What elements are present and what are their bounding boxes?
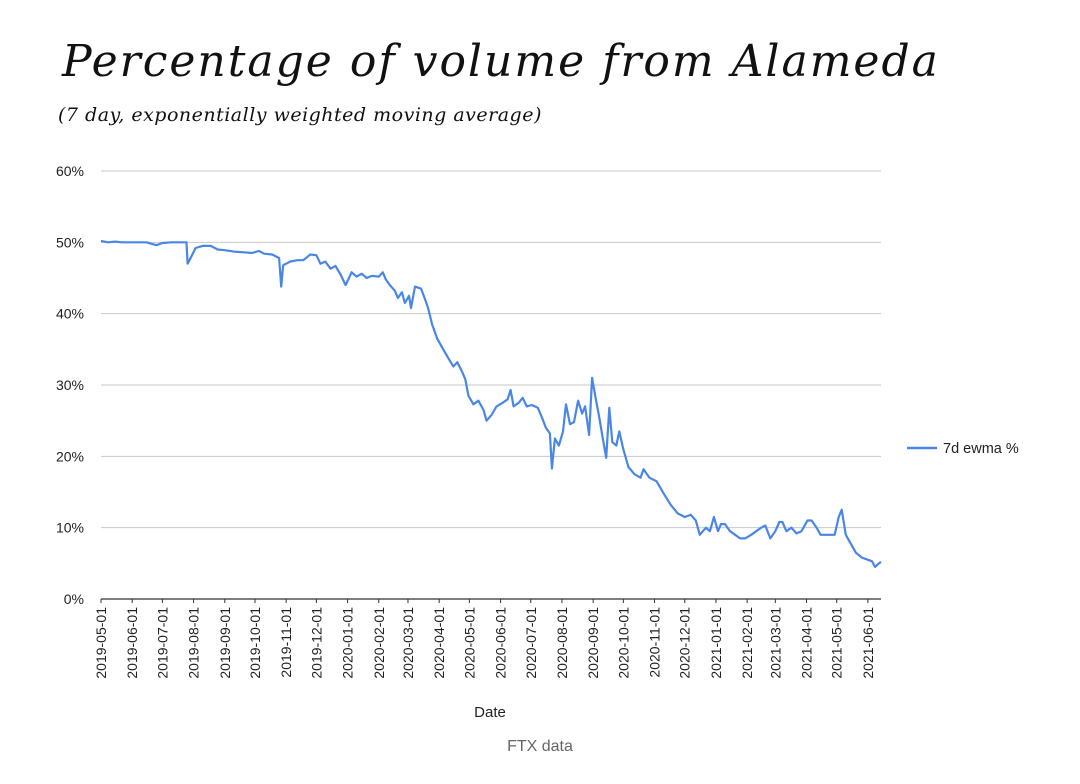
x-tick-label: 2019-07-01 — [154, 607, 170, 679]
y-tick-label: 10% — [56, 520, 84, 536]
x-tick-label: 2019-11-01 — [278, 607, 294, 678]
x-tick-label: 2020-10-01 — [615, 607, 631, 679]
y-tick-label: 0% — [64, 591, 84, 607]
x-tick-label: 2020-09-01 — [585, 607, 601, 679]
chart-title: Percentage of volume from Alameda — [62, 36, 940, 87]
x-tick-label: 2020-04-01 — [431, 607, 447, 679]
series-line — [100, 239, 882, 568]
x-tick-label: 2019-12-01 — [308, 607, 324, 679]
x-tick-label: 2019-05-01 — [93, 607, 109, 679]
x-tick-label: 2021-01-01 — [708, 607, 724, 679]
x-tick-label: 2021-04-01 — [799, 607, 815, 679]
x-tick-label: 2020-12-01 — [677, 607, 693, 679]
legend-label: 7d ewma % — [943, 441, 1019, 457]
x-tick-label: 2020-02-01 — [371, 607, 387, 679]
x-tick-label: 2019-09-01 — [217, 607, 233, 679]
figure-caption: FTX data — [507, 738, 573, 755]
x-axis-label: Date — [474, 704, 506, 721]
x-tick-label: 2020-07-01 — [523, 607, 539, 679]
y-tick-label: 30% — [56, 377, 84, 393]
x-tick-label: 2021-06-01 — [860, 607, 876, 679]
x-tick-label: 2020-08-01 — [554, 607, 570, 679]
y-tick-label: 60% — [56, 163, 84, 179]
x-tick-label: 2021-05-01 — [829, 607, 845, 679]
x-tick-label: 2020-11-01 — [647, 607, 663, 678]
chart-subtitle: (7 day, exponentially weighted moving av… — [58, 104, 542, 126]
x-tick-label: 2020-06-01 — [493, 607, 509, 679]
x-tick-label: 2019-10-01 — [247, 607, 263, 679]
x-tick-label: 2021-02-01 — [739, 607, 755, 679]
x-tick-label: 2020-05-01 — [461, 607, 477, 679]
x-tick-label: 2019-08-01 — [186, 607, 202, 679]
x-tick-label: 2020-03-01 — [400, 607, 416, 679]
x-tick-label: 2021-03-01 — [767, 607, 783, 679]
y-tick-label: 50% — [56, 234, 84, 250]
x-tick-label: 2019-06-01 — [124, 607, 140, 679]
x-tick-label: 2020-01-01 — [340, 607, 356, 679]
y-tick-label: 40% — [56, 306, 84, 322]
y-tick-label: 20% — [56, 448, 84, 464]
